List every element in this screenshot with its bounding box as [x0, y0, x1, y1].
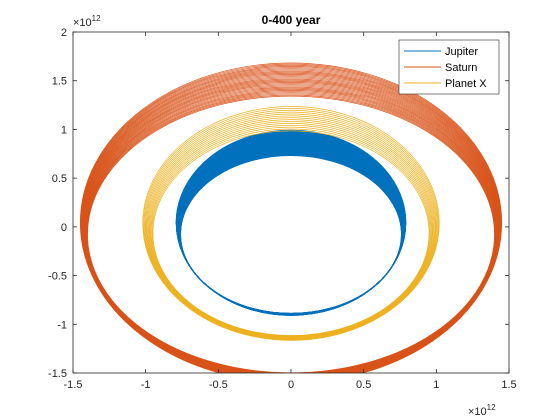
orbit-loop	[151, 126, 431, 337]
x-tick-label: 0	[288, 379, 294, 391]
y-exponent-label: ×1012	[73, 14, 101, 29]
x-tick-label: 0.5	[356, 379, 371, 391]
series-planet-x	[142, 106, 440, 341]
y-tick-label: -1.5	[48, 368, 67, 380]
x-tick-label: 1.5	[501, 379, 516, 391]
x-exponent-label: ×1012	[468, 403, 496, 418]
chart-title: 0-400 year	[262, 13, 321, 27]
y-tick-label: 1.5	[52, 76, 67, 88]
orbit-loop	[146, 115, 436, 339]
orbit-loop	[175, 129, 407, 316]
orbit-loop	[149, 123, 433, 338]
ticks-layer: -1.5 -1 -0.5 0 0.5 1 1.5 -1.5 -1 -0.5 0 0.5 1 1.5 2	[48, 27, 517, 391]
x-tick-label: 1	[433, 379, 439, 391]
x-exponent-power: 12	[487, 403, 496, 412]
orbit-loop	[143, 109, 439, 340]
legend: Jupiter Saturn Planet X	[398, 39, 500, 95]
y-exponent-base: ×10	[73, 17, 92, 29]
series-layer	[79, 62, 503, 373]
series-saturn	[79, 62, 503, 373]
orbit-loop	[143, 108, 439, 341]
y-tick-label: 1	[61, 124, 67, 136]
legend-label: Planet X	[445, 78, 487, 90]
orbit-loop	[142, 106, 440, 341]
y-tick-label: 0	[61, 222, 67, 234]
legend-label: Saturn	[445, 62, 477, 74]
y-tick-label: 0.5	[52, 173, 67, 185]
orbit-loop	[152, 130, 430, 336]
orbit-loop	[145, 113, 437, 340]
legend-label: Jupiter	[445, 46, 478, 58]
x-tick-label: -0.5	[209, 379, 228, 391]
orbit-loop	[147, 117, 435, 339]
orbit-loop	[148, 121, 434, 338]
y-tick-label: -1	[57, 319, 67, 331]
orbit-loop	[150, 124, 432, 337]
y-tick-label: 2	[61, 27, 67, 39]
y-tick-label: -0.5	[48, 271, 67, 283]
svg-text:×1012: ×1012	[73, 14, 101, 29]
x-tick-label: -1	[141, 379, 151, 391]
x-exponent-base: ×10	[468, 406, 487, 418]
orbit-loop	[79, 62, 503, 373]
orbit-loop	[151, 128, 431, 337]
series-jupiter	[175, 129, 407, 316]
orbit-loop	[144, 111, 438, 340]
x-tick-label: -1.5	[64, 379, 83, 391]
svg-text:×1012: ×1012	[468, 403, 496, 418]
orbit-loop	[147, 119, 435, 339]
y-exponent-power: 12	[92, 14, 101, 23]
